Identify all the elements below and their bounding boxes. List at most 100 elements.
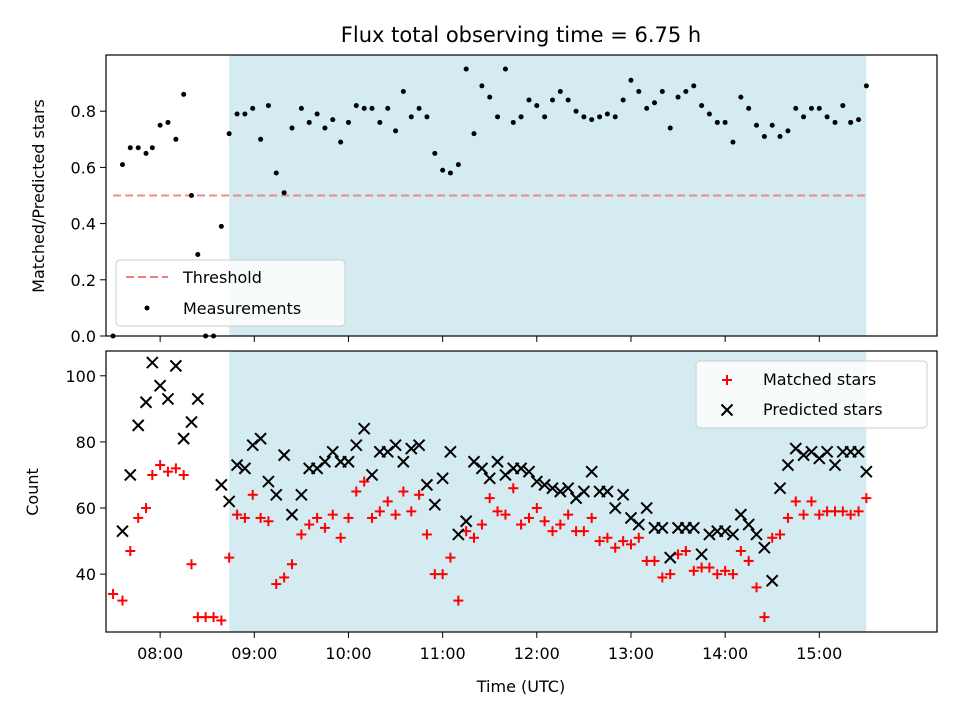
measurement-point	[173, 136, 179, 142]
measurement-point	[165, 119, 171, 125]
matched-star-point	[468, 532, 479, 543]
predicted-star-point	[609, 501, 622, 515]
measurement-point	[604, 111, 610, 117]
matched-star-point	[170, 463, 181, 474]
count-xtick-label: 13:00	[608, 644, 654, 663]
matched-star-point	[853, 506, 864, 517]
matched-star-point	[837, 506, 848, 517]
predicted-star-point	[444, 445, 457, 459]
ratio-ytick-label: 0.2	[71, 271, 96, 290]
measurement-point	[699, 103, 705, 109]
measurement-point	[416, 105, 422, 111]
predicted-star-point	[797, 448, 810, 462]
measurement-point	[400, 89, 406, 95]
matched-star-point	[296, 529, 307, 540]
measurement-point	[195, 252, 201, 258]
predicted-star-point	[640, 501, 653, 515]
measurement-point	[801, 114, 807, 120]
predicted-star-point	[397, 455, 410, 468]
measurement-point	[581, 114, 587, 120]
predicted-star-point	[153, 379, 167, 392]
predicted-star-point	[436, 472, 449, 485]
measurement-point	[644, 105, 650, 111]
measurement-point	[832, 119, 838, 125]
predicted-star-point	[742, 518, 755, 531]
ratio-ytick-label: 0.8	[71, 102, 96, 121]
count-ytick-label: 40	[76, 565, 96, 584]
legend-x-marker	[720, 403, 734, 417]
predicted-star-point	[585, 465, 598, 478]
matched-star-point	[239, 512, 250, 523]
predicted-star-point	[389, 439, 402, 452]
measurement-point	[628, 77, 634, 83]
measurement-point	[447, 170, 453, 176]
measurement-point	[706, 111, 712, 117]
count-y-axis-label: Count	[23, 468, 42, 516]
predicted-star-point	[554, 485, 567, 498]
predicted-star-point	[428, 498, 442, 511]
measurement-point	[127, 145, 133, 151]
predicted-star-point	[695, 548, 708, 561]
matched-star-point	[398, 486, 409, 497]
measurement-point	[722, 119, 728, 125]
matched-star-point	[523, 512, 534, 523]
matched-star-point	[232, 509, 243, 520]
matched-star-point	[263, 516, 274, 527]
measurement-point	[550, 97, 556, 103]
measurement-point	[518, 114, 524, 120]
measurement-point	[353, 103, 359, 109]
legend-matched-label: Matched stars	[763, 370, 876, 389]
measurement-point	[502, 66, 508, 72]
measurement-point	[683, 89, 689, 95]
predicted-star-point	[420, 478, 434, 492]
predicted-star-point	[718, 524, 732, 538]
measurement-point	[157, 122, 163, 128]
predicted-star-point	[357, 422, 371, 435]
measurement-point	[848, 119, 854, 125]
matched-star-point	[304, 519, 315, 530]
predicted-star-point	[285, 508, 299, 521]
measurement-point	[557, 89, 563, 95]
matched-star-point	[775, 529, 786, 540]
matched-star-point	[649, 555, 660, 566]
measurement-point	[149, 145, 155, 151]
matched-star-point	[133, 512, 144, 523]
predicted-star-point	[820, 445, 834, 459]
measurement-point	[314, 111, 320, 117]
measurement-point	[714, 119, 720, 125]
matched-star-point	[712, 569, 723, 580]
measurement-point	[526, 97, 532, 103]
matched-star-point	[312, 512, 323, 523]
measurement-points	[110, 66, 869, 339]
predicted-star-point	[766, 574, 779, 587]
measurement-point	[273, 170, 279, 176]
matched-star-point	[806, 496, 817, 507]
measurement-point	[463, 66, 469, 72]
predicted-star-point	[703, 528, 716, 541]
measurement-point	[424, 114, 430, 120]
matched-star-point	[492, 506, 503, 517]
predicted-star-point	[326, 445, 339, 459]
predicted-star-point	[169, 359, 183, 373]
measurement-point	[361, 105, 367, 111]
count-xtick-label: 15:00	[796, 644, 842, 663]
matched-star-point	[798, 509, 809, 520]
measurement-point	[495, 114, 501, 120]
count-ytick-label: 100	[65, 367, 96, 386]
matched-star-point	[382, 496, 393, 507]
measurement-point	[471, 131, 477, 137]
predicted-star-point	[230, 458, 244, 472]
predicted-star-point	[491, 455, 504, 468]
predicted-star-point	[475, 462, 489, 475]
measurement-point	[218, 223, 224, 229]
matched-star-point	[727, 569, 738, 580]
matched-star-point	[286, 559, 297, 570]
matched-star-point	[767, 532, 778, 543]
measurement-point	[408, 114, 414, 120]
matched-star-point	[586, 512, 597, 523]
measurement-point	[746, 105, 752, 111]
measurement-point	[856, 117, 862, 123]
measurement-point	[393, 128, 399, 134]
count-xtick-label: 08:00	[137, 644, 183, 663]
matched-star-point	[351, 486, 362, 497]
